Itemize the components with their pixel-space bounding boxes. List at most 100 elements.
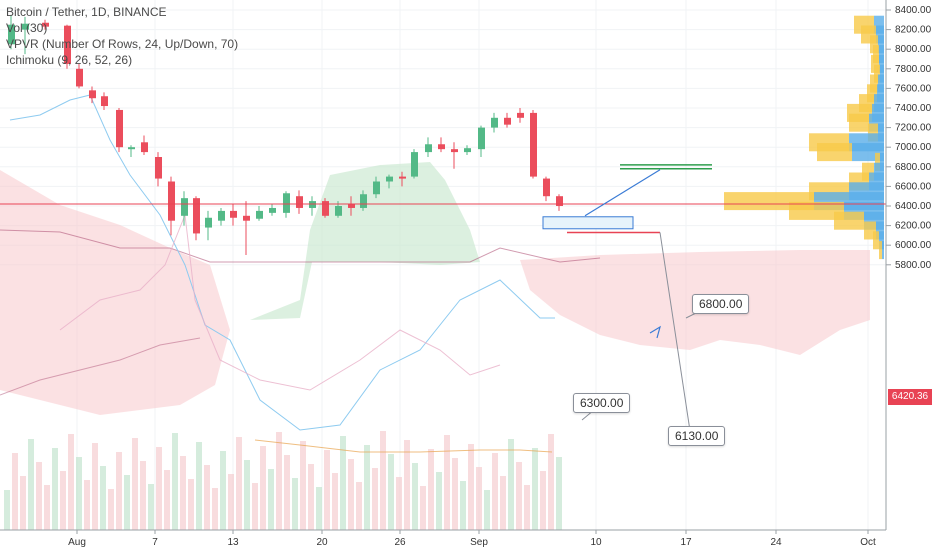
support-zone bbox=[542, 216, 634, 230]
volume-bar bbox=[76, 457, 82, 530]
candle-body bbox=[89, 90, 96, 99]
volume-bar bbox=[420, 486, 426, 530]
callout-6800[interactable]: 6800.00 bbox=[692, 294, 750, 314]
time-tick-label: 10 bbox=[590, 537, 602, 548]
price-tick-label: 7000.00 bbox=[895, 142, 932, 153]
vpvr-bar-up bbox=[873, 45, 879, 64]
volume-bar bbox=[292, 478, 298, 530]
candle-body bbox=[269, 207, 276, 213]
candle-body bbox=[530, 112, 537, 177]
vpvr-bar-up bbox=[834, 211, 864, 230]
senkou-line bbox=[0, 337, 201, 396]
time-tick-label: 20 bbox=[316, 537, 328, 548]
vpvr-bar-up bbox=[789, 201, 844, 220]
volume-bar bbox=[380, 431, 386, 530]
volume-bar bbox=[348, 459, 354, 530]
volume-bar bbox=[452, 458, 458, 530]
candlesticks bbox=[8, 14, 563, 255]
time-tick-label: Oct bbox=[860, 537, 876, 548]
volume-bar bbox=[196, 442, 202, 530]
candle-body bbox=[360, 194, 367, 208]
price-tick-label: 6400.00 bbox=[895, 201, 932, 212]
candle-body bbox=[348, 204, 355, 208]
time-tick-label: Aug bbox=[68, 537, 86, 548]
candle-body bbox=[322, 201, 329, 216]
volume-bar bbox=[436, 472, 442, 530]
vpvr-bar-down bbox=[878, 74, 884, 93]
callout-6130[interactable]: 6130.00 bbox=[668, 426, 726, 446]
volume-ma-line bbox=[254, 439, 553, 453]
symbol-title[interactable]: Bitcoin / Tether, 1D, BINANCE bbox=[6, 5, 167, 19]
candle-body bbox=[205, 217, 212, 228]
candle-body bbox=[8, 24, 15, 45]
vpvr-bar-down bbox=[874, 15, 884, 34]
volume-indicator-label[interactable]: Vol (30) bbox=[6, 21, 48, 35]
candle-body bbox=[101, 96, 108, 107]
candle-body bbox=[256, 210, 263, 219]
vpvr-bar-down bbox=[878, 123, 884, 142]
volume-bar bbox=[148, 484, 154, 530]
time-tick-label: 26 bbox=[394, 537, 406, 548]
candle-body bbox=[451, 149, 458, 153]
time-tick-label: 7 bbox=[152, 537, 158, 548]
volume-bar bbox=[284, 455, 290, 530]
price-tick-label: 6200.00 bbox=[895, 221, 932, 232]
callout-6300[interactable]: 6300.00 bbox=[573, 393, 631, 413]
vpvr-bar-down bbox=[876, 25, 884, 44]
price-tick-label: 6000.00 bbox=[895, 240, 932, 251]
vpvr-bar-down bbox=[878, 35, 884, 54]
vpvr-bar-down bbox=[877, 84, 884, 103]
volume-bar bbox=[332, 473, 338, 530]
volume-bar bbox=[324, 450, 330, 530]
candle-body bbox=[155, 157, 162, 179]
candle-body bbox=[181, 198, 188, 216]
volume-bar bbox=[132, 438, 138, 530]
volume-bar bbox=[172, 433, 178, 530]
candle-body bbox=[438, 144, 445, 150]
volume-bar bbox=[548, 434, 554, 530]
volume-bar bbox=[556, 457, 562, 530]
vpvr-bar-up bbox=[849, 113, 869, 132]
vpvr-indicator-label[interactable]: VPVR (Number Of Rows, 24, Up/Down, 70) bbox=[6, 37, 239, 51]
candle-body bbox=[22, 23, 29, 30]
ichimoku-indicator-label[interactable]: Ichimoku (9, 26, 52, 26) bbox=[6, 53, 133, 67]
price-tick-label: 7600.00 bbox=[895, 83, 932, 94]
volume-bar bbox=[252, 483, 258, 530]
volume-bar bbox=[20, 476, 26, 530]
volume-bar bbox=[212, 488, 218, 530]
price-tick-label: 5800.00 bbox=[895, 260, 932, 271]
volume-bar bbox=[12, 453, 18, 530]
vpvr-bar-down bbox=[874, 94, 884, 113]
volume-bar bbox=[236, 437, 242, 530]
volume-bars bbox=[4, 431, 562, 530]
candle-body bbox=[335, 206, 342, 216]
candle-body bbox=[399, 176, 406, 179]
candle-body bbox=[168, 181, 175, 221]
volume-bar bbox=[60, 471, 66, 530]
vpvr-bar-up bbox=[875, 152, 880, 171]
vpvr-bar-down bbox=[876, 221, 884, 240]
volume-bar bbox=[428, 449, 434, 530]
volume-bar bbox=[316, 487, 322, 530]
candle-body bbox=[517, 112, 524, 118]
price-tick-label: 6600.00 bbox=[895, 181, 932, 192]
candle-body bbox=[283, 193, 290, 213]
volume-bar bbox=[476, 467, 482, 530]
volume-bar bbox=[164, 470, 170, 530]
time-tick-label: 17 bbox=[680, 537, 692, 548]
vpvr-bar-up bbox=[867, 84, 877, 103]
price-tick-label: 7400.00 bbox=[895, 103, 932, 114]
volume-bar bbox=[540, 471, 546, 530]
volume-bar bbox=[444, 435, 450, 530]
volume-bar bbox=[412, 463, 418, 530]
callout-leader bbox=[659, 232, 693, 445]
volume-bar bbox=[276, 432, 282, 530]
volume-bar bbox=[356, 482, 362, 530]
candle-body bbox=[543, 178, 550, 197]
candle-body bbox=[464, 148, 471, 153]
volume-bar bbox=[140, 461, 146, 530]
volume-bar bbox=[388, 454, 394, 530]
kijun-line bbox=[0, 229, 601, 263]
